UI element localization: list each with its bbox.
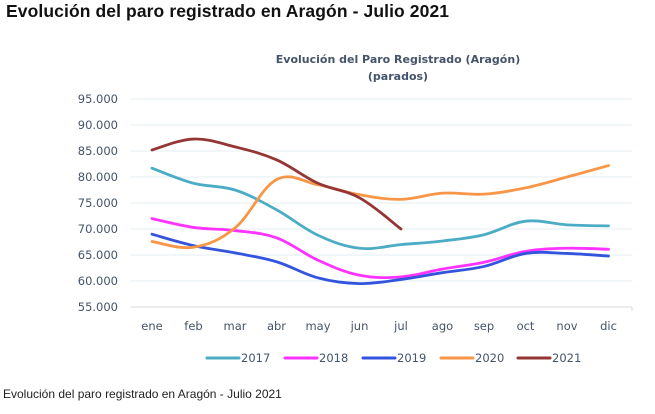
- series-line-2020: [150, 164, 610, 250]
- chart-subtitle: (parados): [368, 70, 428, 83]
- x-tick-label: ene: [141, 319, 162, 333]
- x-tick-label: sep: [474, 319, 494, 333]
- figure-caption: Evolución del paro registrado en Aragón …: [3, 387, 282, 401]
- line-chart: Evolución del Paro Registrado (Aragón) (…: [78, 53, 633, 365]
- legend-label-2019: 2019: [397, 351, 426, 365]
- legend-label-2020: 2020: [475, 351, 504, 365]
- x-tick-label: abr: [267, 319, 286, 333]
- x-tick-label: dic: [600, 319, 617, 333]
- series-line-2019: [150, 232, 610, 286]
- y-tick-label: 90.000: [78, 118, 118, 132]
- page-title: Evolución del paro registrado en Aragón …: [6, 1, 450, 21]
- legend-label-2017: 2017: [241, 351, 270, 365]
- y-tick-label: 85.000: [78, 144, 118, 158]
- x-tick-label: may: [305, 319, 330, 333]
- series-line-2021: [150, 137, 403, 231]
- x-tick-label: nov: [556, 319, 577, 333]
- y-tick-label: 55.000: [78, 300, 118, 314]
- y-tick-label: 60.000: [78, 274, 118, 288]
- x-tick-label: jul: [393, 319, 408, 333]
- y-tick-label: 75.000: [78, 196, 118, 210]
- x-tick-label: feb: [184, 319, 202, 333]
- series-line-2017: [150, 166, 610, 251]
- y-tick-label: 65.000: [78, 248, 118, 262]
- y-tick-label: 80.000: [78, 170, 118, 184]
- x-tick-label: oct: [517, 319, 535, 333]
- chart-title: Evolución del Paro Registrado (Aragón): [276, 53, 520, 66]
- x-tick-label: mar: [224, 319, 247, 333]
- legend-label-2018: 2018: [319, 351, 348, 365]
- x-tick-label: jun: [350, 319, 369, 333]
- x-tick-label: ago: [432, 319, 453, 333]
- y-tick-label: 70.000: [78, 222, 118, 236]
- y-tick-label: 95.000: [78, 92, 118, 106]
- legend-label-2021: 2021: [552, 351, 581, 365]
